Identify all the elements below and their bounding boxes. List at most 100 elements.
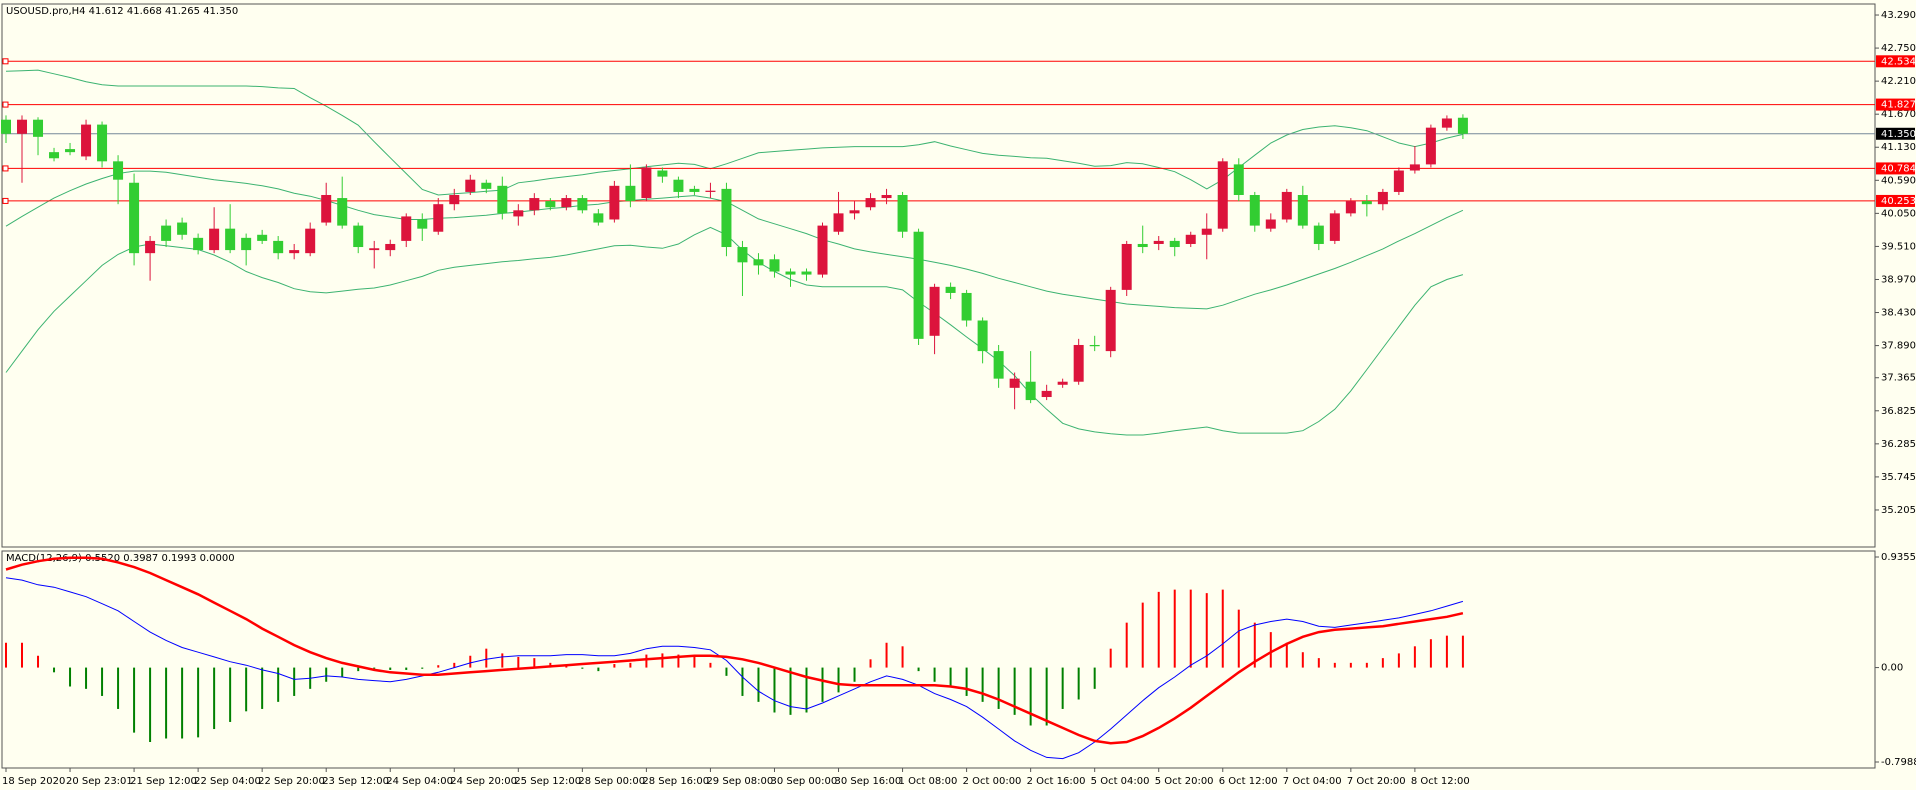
candle-body <box>177 222 188 235</box>
price-label: 41.350 <box>1881 129 1916 140</box>
x-tick-label: 7 Oct 04:00 <box>1283 776 1342 787</box>
x-tick-label: 23 Sep 12:00 <box>322 776 389 787</box>
candle-body <box>1409 164 1420 171</box>
candle-body <box>1137 243 1148 248</box>
price-panel <box>1 3 1876 548</box>
x-tick-label: 22 Sep 20:00 <box>258 776 325 787</box>
x-tick-label: 22 Sep 04:00 <box>194 776 261 787</box>
candle-body <box>801 271 812 275</box>
x-tick-label: 24 Sep 04:00 <box>386 776 453 787</box>
y-tick-label: 42.750 <box>1881 43 1916 54</box>
candle-body <box>1009 378 1020 388</box>
candle-body <box>81 124 92 157</box>
candle-body <box>305 228 316 254</box>
band-middle <box>5 170 1464 310</box>
x-tick-label: 21 Sep 12:00 <box>130 776 197 787</box>
candle-body <box>641 167 652 199</box>
candle-body <box>1425 127 1436 165</box>
level-marker <box>2 58 9 65</box>
y-tick-label: 35.205 <box>1881 505 1916 516</box>
candle-body <box>49 152 60 159</box>
x-tick-label: 24 Sep 20:00 <box>450 776 517 787</box>
candle-body <box>1121 243 1132 290</box>
candle-body <box>897 194 908 232</box>
y-tick-label: 36.285 <box>1881 439 1916 450</box>
y-tick-label: 41.670 <box>1881 109 1916 120</box>
candle-body <box>1377 191 1388 205</box>
candle-body <box>1393 170 1404 192</box>
x-tick-label: 28 Sep 16:00 <box>642 776 709 787</box>
candle-body <box>1313 225 1324 244</box>
y-tick-label: 35.745 <box>1881 472 1916 483</box>
candle-body <box>1089 344 1100 347</box>
candle-body <box>769 259 780 272</box>
candle-body <box>961 292 972 321</box>
candle-body <box>113 161 124 180</box>
y-tick-label: 41.130 <box>1881 142 1916 153</box>
level-label-box <box>1876 55 1915 68</box>
y-tick-label: 37.890 <box>1881 341 1916 352</box>
candle-body <box>1025 381 1036 401</box>
candle-body <box>209 228 220 251</box>
candle-body <box>369 248 380 251</box>
candle-body <box>657 170 668 177</box>
candle-body <box>545 201 556 208</box>
candle-body <box>753 259 764 266</box>
candle-body <box>625 185 636 202</box>
candle-body <box>785 271 796 275</box>
y-tick-label: 36.825 <box>1881 406 1916 417</box>
candle-body <box>1201 228 1212 235</box>
y-tick-label: 40.590 <box>1881 175 1916 186</box>
x-tick-label: 2 Oct 00:00 <box>963 776 1022 787</box>
candle-body <box>145 240 156 254</box>
level-label-box <box>1876 98 1915 111</box>
y-tick-label: 40.050 <box>1881 208 1916 219</box>
candle-body <box>945 286 956 293</box>
level-label: 40.253 <box>1881 196 1916 207</box>
candle-body <box>977 320 988 352</box>
candle-body <box>481 182 492 189</box>
candle-body <box>193 237 204 251</box>
y-tick-label: 38.970 <box>1881 274 1916 285</box>
candle-body <box>1057 381 1068 385</box>
candle-body <box>721 188 732 248</box>
candle-body <box>449 194 460 205</box>
macd-line <box>5 577 1464 760</box>
x-tick-label: 28 Sep 00:00 <box>578 776 645 787</box>
x-tick-label: 6 Oct 12:00 <box>1219 776 1278 787</box>
x-tick-label: 30 Sep 00:00 <box>770 776 837 787</box>
candle-body <box>817 225 828 275</box>
chart-title: USOUSD.pro,H4 41.612 41.668 41.265 41.35… <box>6 6 238 17</box>
candle-body <box>737 247 748 263</box>
candle-body <box>561 198 572 208</box>
x-tick-label: 18 Sep 2020 <box>2 776 65 787</box>
candle-body <box>497 185 508 214</box>
candle-body <box>833 213 844 232</box>
level-label-box <box>1876 194 1915 207</box>
candle-body <box>913 231 924 339</box>
candle-body <box>1457 117 1468 134</box>
level-marker <box>2 197 9 204</box>
candle-body <box>97 124 108 162</box>
candle-body <box>225 228 236 251</box>
level-label: 40.784 <box>1881 163 1916 174</box>
candle-body <box>129 182 140 254</box>
y-tick-label: 0.9355 <box>1881 552 1916 563</box>
candle-body <box>1073 344 1084 382</box>
candle-body <box>273 240 284 254</box>
y-tick-label: 39.510 <box>1881 241 1916 252</box>
candle-body <box>577 198 588 211</box>
candle-body <box>433 204 444 232</box>
candle-body <box>1169 240 1180 248</box>
candle-body <box>673 179 684 192</box>
candle-body <box>705 190 716 192</box>
x-tick-label: 30 Sep 16:00 <box>835 776 902 787</box>
level-label: 42.534 <box>1881 56 1916 67</box>
candle-body <box>1153 240 1164 244</box>
candle-body <box>929 286 940 336</box>
candle-body <box>1345 201 1356 214</box>
candle-body <box>1233 164 1244 195</box>
indicator-title: MACD(12,26,9) 0.5520 0.3987 0.1993 0.000… <box>6 553 235 564</box>
candle-body <box>593 213 604 223</box>
